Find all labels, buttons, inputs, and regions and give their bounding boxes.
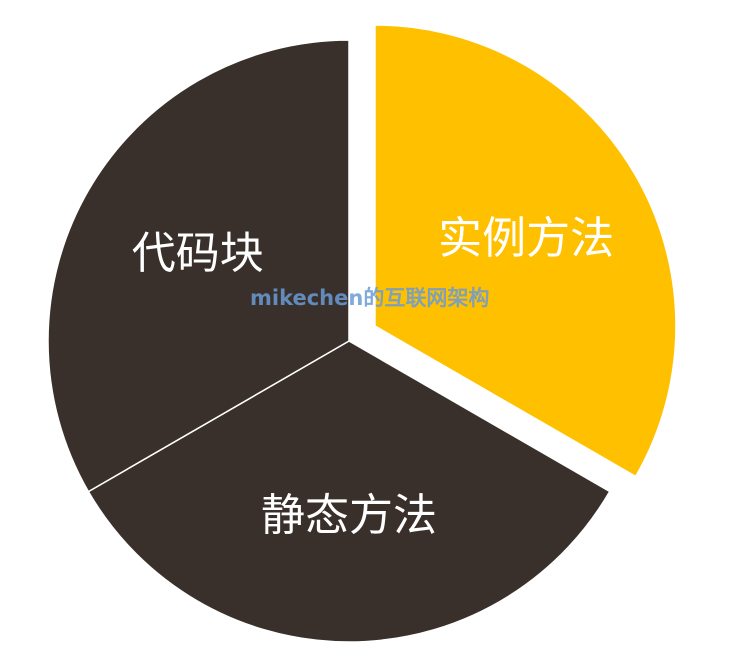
pie-slice	[374, 24, 677, 478]
watermark-text: mikechen的互联网架构	[250, 286, 490, 310]
pie-slice-label: 代码块	[132, 228, 264, 279]
pie-slice	[47, 39, 350, 493]
pie-slice-label: 实例方法	[438, 213, 614, 264]
pie-slice	[87, 340, 611, 643]
pie-slice-label: 静态方法	[261, 490, 437, 541]
pie-slices	[47, 24, 677, 643]
